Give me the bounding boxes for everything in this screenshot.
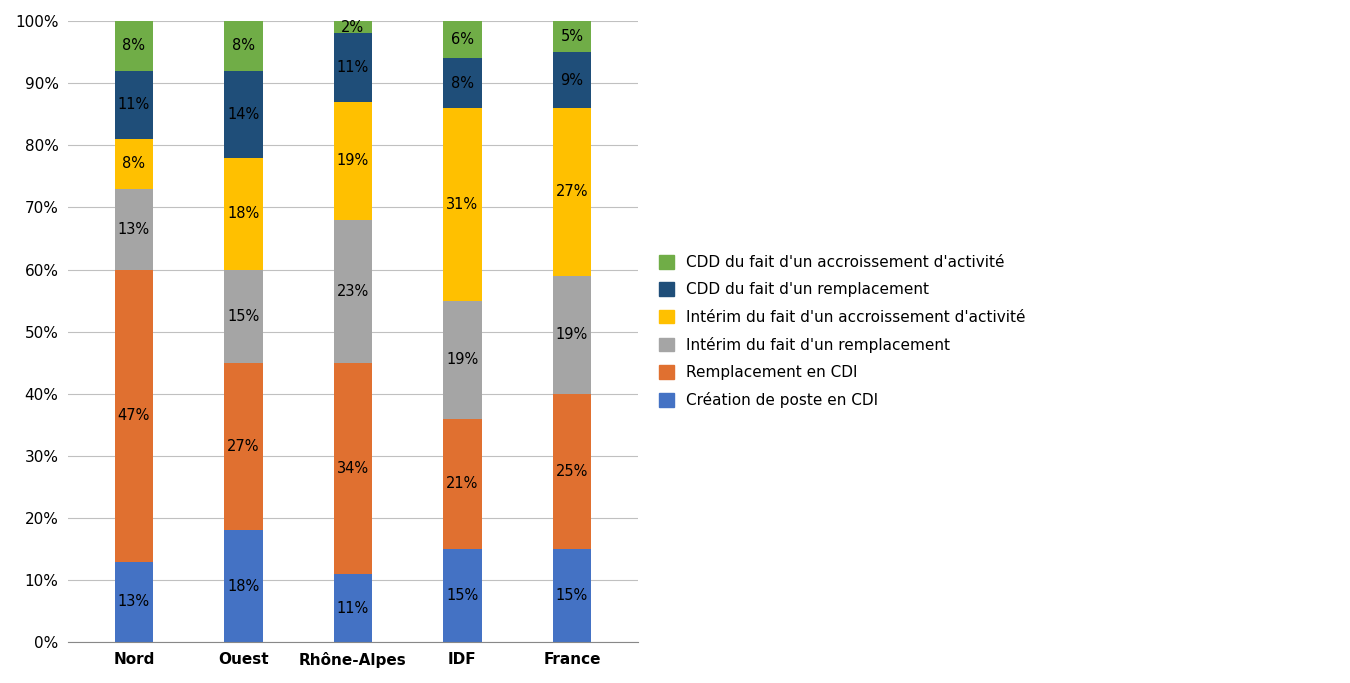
Text: 25%: 25% — [556, 464, 589, 479]
Bar — [443, 108, 482, 301]
Text: 34%: 34% — [338, 461, 369, 476]
Bar — [333, 102, 373, 220]
Text: 8%: 8% — [451, 76, 474, 91]
Bar — [552, 21, 591, 52]
Text: 11%: 11% — [336, 60, 369, 75]
Bar — [443, 419, 482, 549]
Text: 23%: 23% — [336, 283, 369, 298]
Bar — [115, 561, 153, 642]
Bar — [224, 363, 263, 531]
Bar — [333, 363, 373, 574]
Bar — [552, 276, 591, 394]
Text: 9%: 9% — [560, 72, 583, 87]
Bar — [552, 394, 591, 549]
Text: 27%: 27% — [227, 439, 259, 454]
Bar — [443, 549, 482, 642]
Text: 27%: 27% — [556, 184, 589, 199]
Bar — [443, 58, 482, 108]
Text: 6%: 6% — [451, 32, 474, 47]
Bar — [333, 220, 373, 363]
Text: 11%: 11% — [336, 600, 369, 615]
Bar — [552, 549, 591, 642]
Bar — [115, 71, 153, 139]
Bar — [552, 52, 591, 108]
Bar — [224, 21, 263, 71]
Text: 2%: 2% — [342, 20, 365, 35]
Bar — [552, 108, 591, 276]
Text: 13%: 13% — [117, 594, 150, 609]
Text: 18%: 18% — [227, 579, 259, 594]
Bar — [115, 189, 153, 270]
Bar — [115, 21, 153, 71]
Text: 19%: 19% — [336, 153, 369, 168]
Text: 47%: 47% — [117, 408, 150, 423]
Text: 31%: 31% — [447, 197, 478, 212]
Text: 15%: 15% — [227, 309, 259, 324]
Bar — [333, 33, 373, 102]
Text: 8%: 8% — [123, 156, 146, 171]
Text: 19%: 19% — [556, 327, 589, 342]
Text: 21%: 21% — [447, 476, 479, 491]
Text: 13%: 13% — [117, 221, 150, 236]
Text: 15%: 15% — [556, 588, 589, 603]
Text: 14%: 14% — [227, 107, 259, 122]
Bar — [115, 270, 153, 561]
Text: 19%: 19% — [447, 352, 478, 367]
Text: 15%: 15% — [447, 588, 478, 603]
Bar — [333, 574, 373, 642]
Bar — [224, 270, 263, 363]
Legend: CDD du fait d'un accroissement d'activité, CDD du fait d'un remplacement, Intéri: CDD du fait d'un accroissement d'activit… — [651, 247, 1033, 416]
Bar — [443, 301, 482, 419]
Text: 18%: 18% — [227, 206, 259, 221]
Bar — [333, 21, 373, 33]
Text: 8%: 8% — [232, 38, 255, 53]
Text: 11%: 11% — [117, 98, 150, 113]
Bar — [443, 21, 482, 58]
Bar — [224, 71, 263, 158]
Text: 8%: 8% — [123, 38, 146, 53]
Bar — [115, 139, 153, 189]
Text: 5%: 5% — [560, 29, 583, 44]
Bar — [224, 531, 263, 642]
Bar — [224, 158, 263, 270]
